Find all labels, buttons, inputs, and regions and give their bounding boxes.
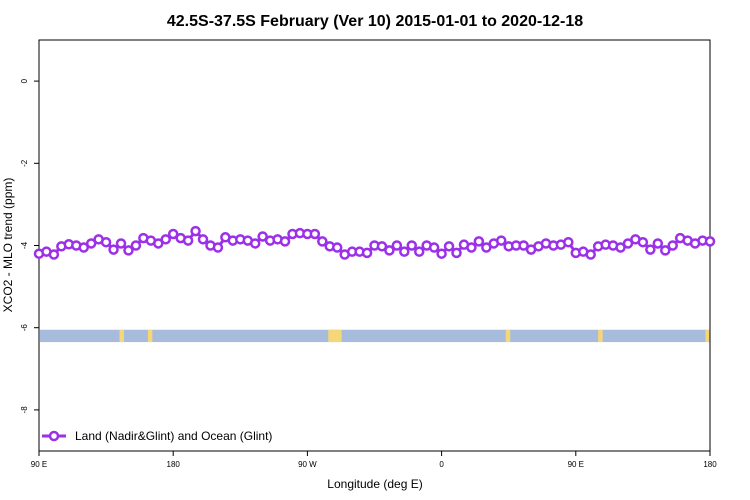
legend: Land (Nadir&Glint) and Ocean (Glint) <box>42 429 272 443</box>
y-tick-label: -6 <box>20 324 29 332</box>
data-point <box>443 241 455 252</box>
chart-title: 42.5S-37.5S February (Ver 10) 2015-01-01… <box>167 13 583 30</box>
x-tick-label: 0 <box>439 460 444 469</box>
data-point <box>108 244 119 255</box>
data-point <box>376 241 388 252</box>
data-point <box>473 236 485 247</box>
data-point <box>317 236 328 247</box>
data-point <box>466 242 477 253</box>
data-point <box>85 238 97 249</box>
data-point <box>123 245 134 256</box>
x-tick-label: 180 <box>703 460 717 469</box>
data-point <box>197 234 209 245</box>
y-tick-label: -8 <box>20 406 29 414</box>
data-point <box>622 238 634 249</box>
data-point <box>361 247 373 259</box>
land-span <box>147 329 153 343</box>
data-point <box>115 238 127 249</box>
data-point <box>495 235 507 246</box>
y-tick-label: -4 <box>20 241 29 249</box>
legend-entry-label: Land (Nadir&Glint) and Ocean (Glint) <box>75 429 272 443</box>
data-point <box>160 234 171 245</box>
land-ocean-band <box>40 329 710 343</box>
y-tick-label: -2 <box>20 159 29 167</box>
x-tick-label: 90 E <box>31 460 47 469</box>
x-axis-label: Longitude (deg E) <box>327 477 422 491</box>
data-point <box>637 236 649 248</box>
data-point <box>615 242 626 253</box>
data-point <box>451 247 462 259</box>
data-point <box>309 228 321 240</box>
land-span <box>705 329 710 343</box>
data-point <box>130 240 142 251</box>
data-point <box>652 238 664 249</box>
data-point <box>100 236 112 248</box>
data-point <box>190 225 201 237</box>
data-point <box>563 236 574 248</box>
data-point <box>249 238 261 249</box>
data-point <box>331 242 343 253</box>
ocean-band <box>40 329 709 343</box>
data-point <box>153 238 164 249</box>
land-span <box>598 329 603 343</box>
data-point <box>481 242 492 253</box>
land-span <box>119 329 124 343</box>
data-point <box>518 240 529 251</box>
data-point <box>391 240 403 251</box>
x-tick-label: 90 E <box>568 460 584 469</box>
data-point <box>182 235 194 246</box>
y-axis: 0 -2 -4 -6 -8 <box>20 78 39 413</box>
y-axis-label: XCO2 - MLO trend (ppm) <box>1 178 15 313</box>
data-point <box>406 240 418 251</box>
data-point <box>667 240 678 251</box>
data-point <box>428 242 440 253</box>
data-point <box>585 249 596 260</box>
x-tick-label: 90 W <box>298 460 317 469</box>
x-tick-label: 180 <box>167 460 181 469</box>
data-point <box>436 248 447 259</box>
legend-marker-swatch <box>48 430 60 442</box>
land-span <box>328 329 342 343</box>
data-point <box>645 244 656 255</box>
x-axis: 90 E 180 90 W 0 90 E 180 <box>31 451 717 469</box>
data-point <box>399 246 410 257</box>
data-point <box>384 245 395 256</box>
y-tick-label: 0 <box>20 78 29 83</box>
land-span <box>505 329 511 343</box>
data-point <box>704 236 716 247</box>
data-point <box>48 249 60 260</box>
series-layer <box>33 225 716 260</box>
data-point <box>413 246 425 257</box>
data-point <box>78 242 89 253</box>
data-point <box>279 236 291 247</box>
data-point <box>257 231 268 242</box>
data-point <box>167 228 179 240</box>
data-point <box>660 245 671 256</box>
data-point <box>212 242 224 253</box>
